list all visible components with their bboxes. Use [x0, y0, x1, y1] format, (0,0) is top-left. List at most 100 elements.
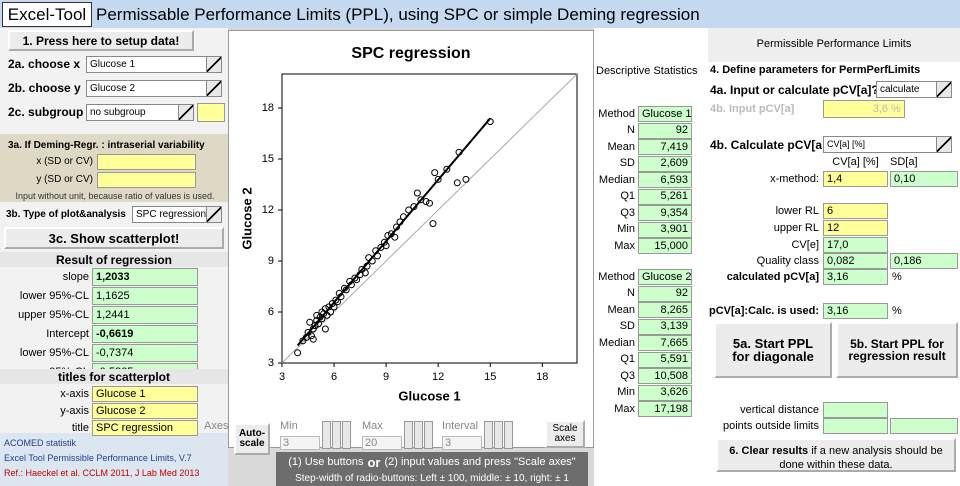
autoscale-button[interactable]: Auto-scale — [234, 423, 270, 455]
field-label: y (SD or CV) — [36, 174, 93, 185]
row-label: upper 95%-CL — [18, 308, 89, 321]
input-cell[interactable]: 12 — [823, 220, 888, 236]
title-input[interactable]: Glucose 1 — [92, 386, 198, 402]
data-point — [486, 118, 494, 126]
stat-value: 5,591 — [638, 351, 692, 368]
spin-button[interactable] — [342, 421, 351, 449]
stat-label: Method — [598, 270, 635, 283]
x-axis-label: Glucose 1 — [398, 388, 460, 403]
note-text: (2) input values and press "Scale axes" — [384, 455, 576, 468]
spin-button[interactable] — [322, 421, 331, 449]
scale-axes-button[interactable]: Scale axes — [545, 420, 585, 448]
dropdown[interactable]: no subgroup — [86, 104, 194, 121]
data-point — [334, 298, 342, 306]
input-cell[interactable]: 1,4 — [823, 171, 888, 187]
spin-button[interactable] — [504, 421, 513, 449]
dropdown[interactable]: Glucose 2 — [86, 80, 222, 97]
section-title: titles for scatterplot — [0, 369, 228, 384]
dropdown[interactable]: CV[a] [%] — [823, 136, 952, 153]
row-label: calculated pCV[a] — [726, 270, 819, 283]
dropdown[interactable]: calculate — [876, 81, 952, 98]
stat-label: Min — [617, 386, 635, 398]
title-input[interactable]: Glucose 2 — [92, 403, 198, 419]
disabled-value: 3,6 — [872, 102, 888, 115]
data-point — [306, 318, 314, 326]
data-point — [453, 179, 461, 187]
dropdown[interactable]: SPC regression — [132, 206, 222, 223]
x-tick-label: 18 — [536, 371, 548, 383]
control-input[interactable]: 3 — [442, 436, 482, 450]
stat-label: N — [627, 124, 635, 136]
data-point — [330, 303, 338, 311]
clear-text: if a new analysis should be done within … — [779, 445, 943, 472]
clear-results-button[interactable]: 6. Clear results if a new analysis shoul… — [716, 438, 956, 472]
title-input[interactable]: SPC regression — [92, 420, 198, 436]
dropdown[interactable]: Glucose 1 — [86, 56, 222, 73]
data-point — [431, 169, 439, 177]
row-label: lower 95%-CL — [19, 289, 89, 302]
result-cell: 3,16 — [823, 303, 888, 319]
data-point — [413, 189, 421, 197]
control-label: Min — [280, 420, 298, 432]
input-cell[interactable] — [197, 103, 225, 122]
unit: % — [891, 102, 901, 115]
data-point — [373, 252, 381, 260]
stat-label: Max — [614, 402, 635, 415]
chart: SPC regression 3 6 9 12 15 18 3 6 9 12 15 18 Glucose … — [239, 45, 578, 403]
stat-value: 9,354 — [638, 205, 692, 221]
show-scatterplot-button[interactable]: 3c. Show scatterplot! — [4, 227, 224, 249]
footer-text: Excel Tool Permissible Performance Limit… — [4, 453, 192, 463]
data-point — [426, 199, 433, 207]
input-cell[interactable] — [97, 154, 196, 170]
data-point — [462, 175, 470, 183]
stats-panel — [594, 28, 708, 486]
spin-button[interactable] — [494, 421, 503, 449]
start-ppl-regression-button[interactable]: 5b. Start PPL for regression result — [836, 322, 958, 378]
control-input[interactable]: 20 — [362, 436, 402, 450]
setup-button[interactable]: 1. Press here to setup data! — [8, 30, 194, 51]
spin-button[interactable] — [414, 421, 423, 449]
stat-label: Mean — [607, 140, 635, 153]
stat-value: Glucose 2 — [638, 269, 692, 285]
x-tick-label: 15 — [484, 371, 496, 383]
x-tick-label: 12 — [432, 371, 444, 383]
control-input[interactable]: 3 — [280, 436, 320, 450]
start-ppl-diagonale-button[interactable]: 5a. Start PPL for diagonale — [714, 322, 832, 378]
spin-button[interactable] — [484, 421, 493, 449]
data-point — [455, 148, 463, 156]
identity-line — [281, 73, 578, 364]
stat-value: 7,665 — [638, 335, 692, 351]
input-cell[interactable] — [823, 100, 905, 118]
row-label: lower RL — [775, 204, 819, 217]
stat-label: Q3 — [620, 369, 635, 382]
stat-label: Min — [617, 223, 635, 235]
stat-label: SD — [619, 320, 635, 332]
control-label: Interval — [442, 420, 479, 432]
stat-label: Q1 — [620, 353, 635, 365]
chart-area — [228, 30, 594, 448]
stat-label: Q3 — [620, 206, 635, 219]
stat-value: 17,198 — [638, 401, 692, 417]
right-header-bg — [708, 28, 960, 62]
stat-value: 92 — [638, 122, 692, 139]
stat-label: Method — [598, 107, 635, 120]
row-label: upper RL — [773, 221, 819, 234]
data-point — [434, 175, 442, 183]
stat-value: 5,261 — [638, 188, 692, 205]
input-cell[interactable] — [97, 172, 196, 188]
stat-value: 3,626 — [638, 384, 692, 401]
data-point — [405, 206, 413, 214]
input-cell[interactable]: 6 — [823, 203, 888, 219]
stat-label: SD — [619, 157, 635, 169]
spin-button[interactable] — [332, 421, 341, 449]
result-cell — [890, 418, 958, 434]
chart-title: SPC regression — [351, 45, 470, 62]
section-title: 3a. If Deming-Regr. : intraserial variab… — [8, 140, 205, 151]
result-cell: 1,2033 — [92, 268, 198, 286]
row-label: vertical distance — [740, 404, 819, 416]
spin-button[interactable] — [424, 421, 433, 449]
spin-button[interactable] — [404, 421, 413, 449]
panel-title: Permissible Performance Limits — [756, 37, 912, 50]
result-cell: 17,0 — [823, 237, 888, 253]
row-label: Intercept — [46, 327, 89, 340]
